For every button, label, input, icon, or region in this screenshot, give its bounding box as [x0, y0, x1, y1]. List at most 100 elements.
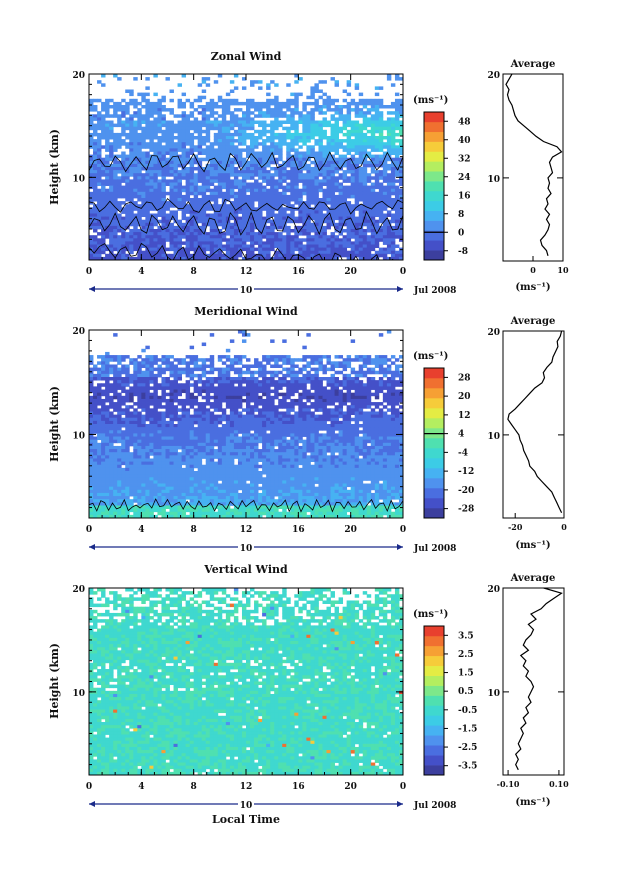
heatmap-cell	[286, 105, 291, 109]
heatmap-cell	[286, 136, 291, 140]
heatmap-cell	[133, 136, 138, 140]
heatmap-cell	[201, 408, 207, 412]
heatmap-cell	[121, 232, 126, 236]
heatmap-cell	[185, 253, 191, 258]
heatmap-cell	[97, 256, 102, 260]
heatmap-cell	[254, 154, 259, 159]
heatmap-cell	[221, 160, 227, 165]
heatmap-cell	[314, 101, 319, 106]
heatmap-cell	[318, 386, 323, 390]
heatmap-cell	[382, 151, 388, 155]
heatmap-cell	[185, 151, 191, 155]
heatmap-cell	[233, 176, 239, 180]
heatmap-cell	[294, 101, 299, 106]
heatmap-cell	[386, 414, 392, 419]
heatmap-cell	[258, 191, 263, 196]
heatmap-cell	[181, 414, 187, 419]
heatmap-cell	[113, 191, 118, 196]
heatmap-cell	[153, 142, 158, 146]
heatmap-cell	[161, 179, 166, 183]
heatmap-cell	[149, 126, 154, 131]
heatmap-cell	[189, 345, 195, 350]
heatmap-cell	[366, 358, 372, 362]
heatmap-cell	[326, 377, 331, 381]
heatmap-cell	[374, 179, 380, 183]
heatmap-cell	[153, 108, 158, 112]
heatmap-cell	[169, 123, 174, 128]
heatmap-cell	[181, 154, 187, 159]
heatmap-cell	[342, 386, 348, 390]
heatmap-cell	[358, 229, 364, 233]
heatmap-cell	[326, 120, 331, 124]
heatmap-cell	[330, 114, 335, 118]
heatmap-cell	[233, 101, 239, 106]
heatmap-cell	[322, 398, 327, 403]
heatmap-cell	[358, 408, 364, 412]
heatmap-cell	[342, 210, 348, 214]
heatmap-cell	[334, 176, 339, 180]
heatmap-cell	[274, 98, 279, 103]
heatmap-cell	[246, 101, 251, 106]
heatmap-cell	[181, 358, 187, 362]
heatmap-cell	[241, 235, 247, 239]
heatmap-cell	[157, 163, 162, 168]
heatmap-cell	[193, 367, 199, 372]
heatmap-cell	[213, 191, 219, 196]
heatmap-cell	[358, 176, 364, 180]
heatmap-cell	[141, 154, 146, 159]
heatmap-cell	[262, 386, 267, 390]
heatmap-cell	[354, 229, 360, 233]
heatmap-cell	[121, 179, 126, 183]
heatmap-cell	[386, 364, 392, 368]
heatmap-cell	[145, 414, 150, 419]
heatmap-cell	[322, 157, 327, 162]
heatmap-cell	[161, 108, 166, 112]
heatmap-cell	[342, 148, 348, 152]
heatmap-cell	[378, 380, 384, 384]
heatmap-cell	[205, 232, 211, 236]
heatmap-cell	[165, 408, 170, 412]
heatmap-cell	[374, 160, 380, 165]
heatmap-cell	[165, 204, 170, 208]
day-bar-arrow-right	[397, 286, 403, 292]
heatmap-cell	[314, 229, 319, 233]
heatmap-cell	[302, 250, 307, 255]
heatmap-cell	[346, 139, 352, 143]
heatmap-cell	[105, 256, 110, 260]
colorbar-swatch	[424, 200, 444, 211]
heatmap-cell	[197, 83, 203, 87]
heatmap-cell	[314, 232, 319, 236]
heatmap-cell	[213, 225, 219, 230]
heatmap-cell	[278, 232, 283, 236]
heatmap-cell	[145, 173, 150, 177]
heatmap-cell	[161, 136, 166, 140]
heatmap-cell	[254, 395, 259, 400]
heatmap-cell	[278, 191, 283, 196]
heatmap-cell	[394, 108, 400, 112]
heatmap-cell	[262, 179, 267, 183]
heatmap-cell	[157, 139, 162, 143]
heatmap-cell	[117, 256, 122, 260]
heatmap-cell	[374, 142, 380, 146]
heatmap-cell	[241, 241, 247, 245]
heatmap-cell	[306, 392, 311, 397]
heatmap-cell	[237, 229, 243, 233]
heatmap-cell	[326, 253, 331, 258]
heatmap-cell	[298, 201, 303, 205]
heatmap-cell	[113, 185, 118, 190]
heatmap-cell	[213, 392, 219, 397]
heatmap-cell	[322, 191, 327, 196]
heatmap-cell	[233, 151, 239, 155]
heatmap-cell	[270, 201, 275, 205]
heatmap-cell	[105, 373, 110, 378]
heatmap-cell	[125, 222, 130, 227]
heatmap-cell	[109, 157, 114, 162]
heatmap-cell	[117, 235, 122, 239]
heatmap-cell	[89, 201, 94, 205]
heatmap-cell	[330, 170, 335, 174]
heatmap-cell	[334, 139, 339, 143]
heatmap-cell	[165, 235, 170, 239]
heatmap-cell	[334, 411, 339, 415]
heatmap-cell	[109, 216, 114, 221]
